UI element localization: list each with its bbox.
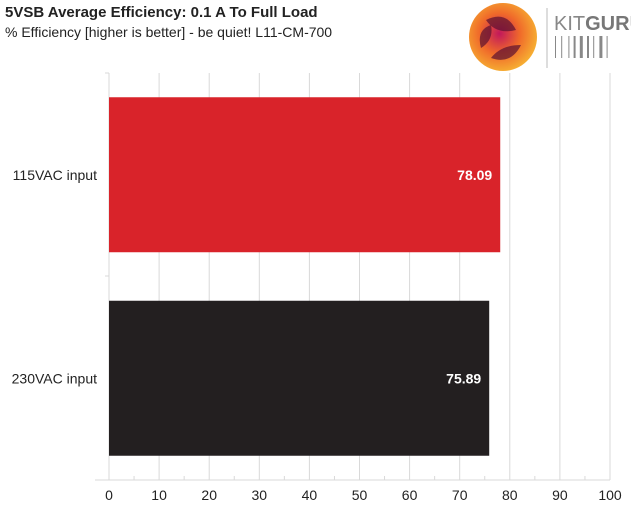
data-label: 78.09 <box>457 167 492 183</box>
x-tick-label: 30 <box>252 487 268 503</box>
x-tick-label: 50 <box>352 487 368 503</box>
chart-title: 5VSB Average Efficiency: 0.1 A To Full L… <box>5 4 318 21</box>
logo-text-kit: KIT <box>554 13 585 35</box>
x-tick-label: 0 <box>105 487 113 503</box>
svg-text:KITGURU: KITGURU <box>554 13 631 35</box>
chart-subtitle: % Efficiency [higher is better] - be qui… <box>5 24 333 40</box>
x-tick-label: 60 <box>402 487 418 503</box>
x-tick-label: 90 <box>552 487 568 503</box>
x-tick-label: 100 <box>598 487 622 503</box>
barcode-icon <box>555 36 608 58</box>
x-tick-label: 70 <box>452 487 468 503</box>
category-label: 230VAC input <box>12 370 97 386</box>
x-tick-label: 80 <box>502 487 518 503</box>
x-tick-label: 40 <box>302 487 318 503</box>
bar <box>109 300 490 456</box>
logo-text-guru: GURU <box>585 13 631 35</box>
kitguru-logo: KITGURU <box>469 3 631 71</box>
data-label: 75.89 <box>446 370 481 386</box>
x-tick-label: 20 <box>201 487 217 503</box>
bar <box>109 97 501 253</box>
x-tick-label: 10 <box>151 487 167 503</box>
category-label: 115VAC input <box>13 167 97 183</box>
